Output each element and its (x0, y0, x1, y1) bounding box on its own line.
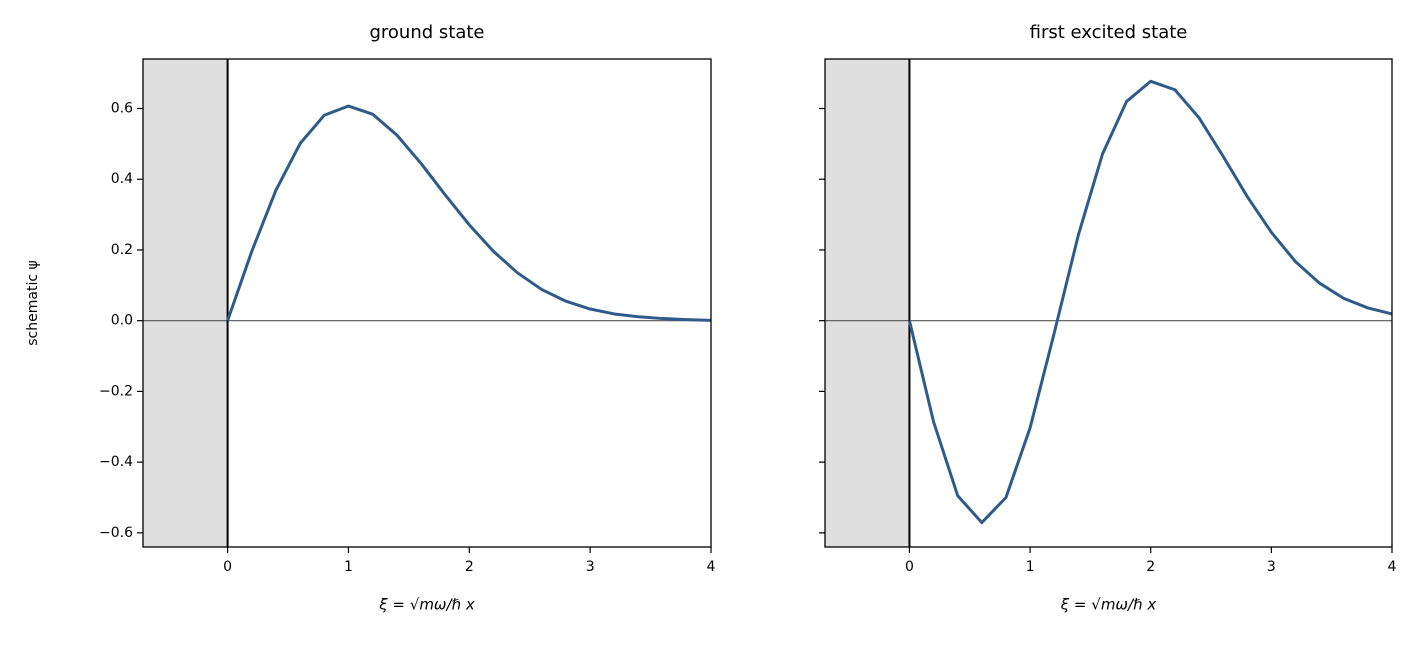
x-tick-label: 1 (1026, 559, 1035, 575)
x-axis-label: ξ = √mω/ℏ x (1060, 596, 1157, 614)
y-axis-label: schematic ψ (25, 260, 41, 345)
curve (907, 79, 1393, 525)
x-tick-label: 3 (586, 559, 595, 575)
forbidden-region (825, 59, 910, 547)
x-tick-label: 0 (905, 559, 914, 575)
y-tick-label: 0.6 (111, 101, 133, 117)
axes-title: first excited state (1030, 22, 1188, 43)
curve (226, 104, 712, 322)
axes-frame (824, 58, 1393, 548)
axes-title: ground state (369, 22, 484, 43)
x-tick-label: 4 (1388, 559, 1397, 575)
x-tick-label: 0 (223, 559, 232, 575)
x-tick-label: 2 (1146, 559, 1155, 575)
axes-frame (142, 58, 712, 548)
y-tick-label: −0.4 (99, 454, 133, 470)
x-axis-label: ξ = √mω/ℏ x (378, 596, 475, 614)
x-tick-label: 3 (1267, 559, 1276, 575)
forbidden-region (143, 59, 228, 547)
x-tick-label: 2 (465, 559, 474, 575)
y-tick-label: 0.4 (111, 171, 133, 187)
x-tick-label: 1 (344, 559, 353, 575)
y-tick-label: 0.0 (111, 313, 133, 329)
y-tick-label: −0.6 (99, 525, 133, 541)
y-tick-label: 0.2 (111, 242, 133, 258)
y-tick-label: −0.2 (99, 383, 133, 399)
x-tick-label: 4 (707, 559, 716, 575)
